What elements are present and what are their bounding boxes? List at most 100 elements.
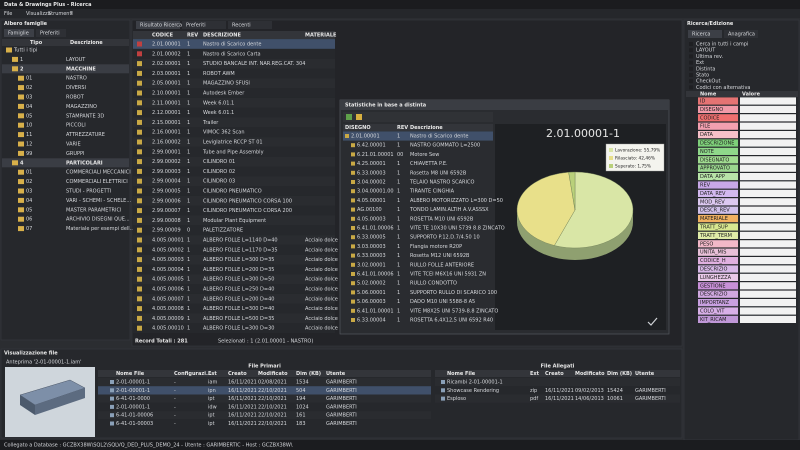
result-row[interactable] xyxy=(133,117,335,128)
tab[interactable] xyxy=(4,29,34,37)
result-row[interactable] xyxy=(133,166,335,177)
file-row[interactable] xyxy=(98,377,431,387)
cell: ALBERO FOLLE L=300 D=30 xyxy=(203,326,274,332)
cell: 2.99.00004 xyxy=(152,179,181,185)
field-value-cell[interactable] xyxy=(740,290,796,298)
tab[interactable] xyxy=(136,21,180,29)
cell: 1 xyxy=(397,189,400,195)
field-value-cell[interactable] xyxy=(740,248,796,256)
field-value-cell[interactable] xyxy=(740,265,796,273)
menu-item[interactable]: Strumenti xyxy=(48,11,73,17)
result-row[interactable] xyxy=(133,274,335,285)
result-row[interactable] xyxy=(133,97,335,108)
field-value-cell[interactable] xyxy=(740,198,796,206)
result-row[interactable] xyxy=(133,146,335,157)
result-row[interactable] xyxy=(133,284,335,294)
toolbar-icon[interactable] xyxy=(356,114,362,120)
field-value-cell[interactable] xyxy=(740,105,796,113)
result-row[interactable] xyxy=(133,235,335,245)
cell: 3.02.00001 xyxy=(357,262,386,268)
result-row[interactable] xyxy=(133,195,335,206)
result-row[interactable] xyxy=(133,176,335,187)
toolbar-icon[interactable] xyxy=(346,114,352,120)
tab[interactable] xyxy=(36,29,66,37)
checkbox[interactable] xyxy=(689,73,693,77)
field-value-cell[interactable] xyxy=(740,164,796,172)
field-value-cell[interactable] xyxy=(740,156,796,164)
field-value-cell[interactable] xyxy=(740,240,796,248)
field-value-cell[interactable] xyxy=(740,189,796,197)
checkbox[interactable] xyxy=(689,85,693,90)
column-header: Descrizione xyxy=(70,40,103,46)
result-row[interactable] xyxy=(133,88,335,98)
cell: 1 xyxy=(187,42,190,48)
tab[interactable] xyxy=(228,21,272,29)
result-row[interactable] xyxy=(133,303,335,314)
field-value-cell[interactable] xyxy=(740,282,796,290)
menu-item[interactable]: ? xyxy=(70,11,73,17)
field-value-cell[interactable] xyxy=(740,273,796,281)
file-row[interactable] xyxy=(98,394,431,403)
checkbox[interactable] xyxy=(689,79,693,84)
result-row[interactable] xyxy=(133,264,335,275)
field-value-cell[interactable] xyxy=(740,206,796,214)
result-row[interactable] xyxy=(133,48,335,59)
column-header: MATERIALE xyxy=(305,33,337,39)
result-row[interactable] xyxy=(133,215,335,226)
result-row[interactable] xyxy=(133,68,335,79)
result-row[interactable] xyxy=(133,225,335,236)
tab[interactable] xyxy=(688,30,722,38)
menu-item[interactable]: File xyxy=(4,11,12,17)
field-value-cell[interactable] xyxy=(740,181,796,189)
result-row[interactable] xyxy=(133,137,335,147)
field-value-cell[interactable] xyxy=(740,315,796,323)
result-row[interactable] xyxy=(133,39,335,49)
checkbox[interactable] xyxy=(689,54,693,59)
result-row[interactable] xyxy=(133,58,335,69)
cell: ipn xyxy=(208,388,216,394)
file-row[interactable] xyxy=(435,394,680,403)
part-icon xyxy=(351,318,355,322)
confirm-button[interactable] xyxy=(647,317,658,326)
result-row[interactable] xyxy=(133,78,335,89)
field-value-cell[interactable] xyxy=(740,114,796,122)
file-row[interactable] xyxy=(98,411,431,420)
field-value-cell[interactable] xyxy=(740,215,796,223)
file-row[interactable] xyxy=(435,377,680,387)
field-value-cell[interactable] xyxy=(740,122,796,130)
field-value-cell[interactable] xyxy=(740,299,796,307)
result-row[interactable] xyxy=(133,156,335,167)
checkbox[interactable] xyxy=(689,60,693,65)
checkbox[interactable] xyxy=(689,48,693,53)
field-value-cell[interactable] xyxy=(740,223,796,231)
result-row[interactable] xyxy=(133,244,335,255)
field-value-cell[interactable] xyxy=(740,139,796,147)
cell: Modular Plant Equipment xyxy=(203,218,266,224)
file-row[interactable] xyxy=(98,402,431,412)
field-value-cell[interactable] xyxy=(740,231,796,239)
field-value-cell[interactable] xyxy=(740,257,796,265)
result-row[interactable] xyxy=(133,127,335,138)
file-row[interactable] xyxy=(435,386,680,395)
result-row[interactable] xyxy=(133,186,335,196)
field-value-cell[interactable] xyxy=(740,147,796,155)
field-value-cell[interactable] xyxy=(740,307,796,315)
file-row[interactable] xyxy=(98,419,431,428)
option-label: Ext xyxy=(696,60,704,66)
result-row[interactable] xyxy=(133,323,335,334)
menu-item[interactable]: Visualizza xyxy=(26,11,51,17)
tab[interactable] xyxy=(182,21,226,29)
result-row[interactable] xyxy=(133,293,335,304)
result-row[interactable] xyxy=(133,107,335,118)
field-value-cell[interactable] xyxy=(740,97,796,105)
result-row[interactable] xyxy=(133,205,335,216)
field-value-cell[interactable] xyxy=(740,131,796,139)
checkbox[interactable] xyxy=(689,42,693,46)
result-row[interactable] xyxy=(133,254,335,265)
result-row[interactable] xyxy=(133,313,335,324)
tab[interactable] xyxy=(724,30,758,38)
checkbox[interactable] xyxy=(689,66,693,71)
file-row[interactable] xyxy=(98,386,431,395)
cell: - xyxy=(174,404,176,410)
field-value-cell[interactable] xyxy=(740,173,796,181)
